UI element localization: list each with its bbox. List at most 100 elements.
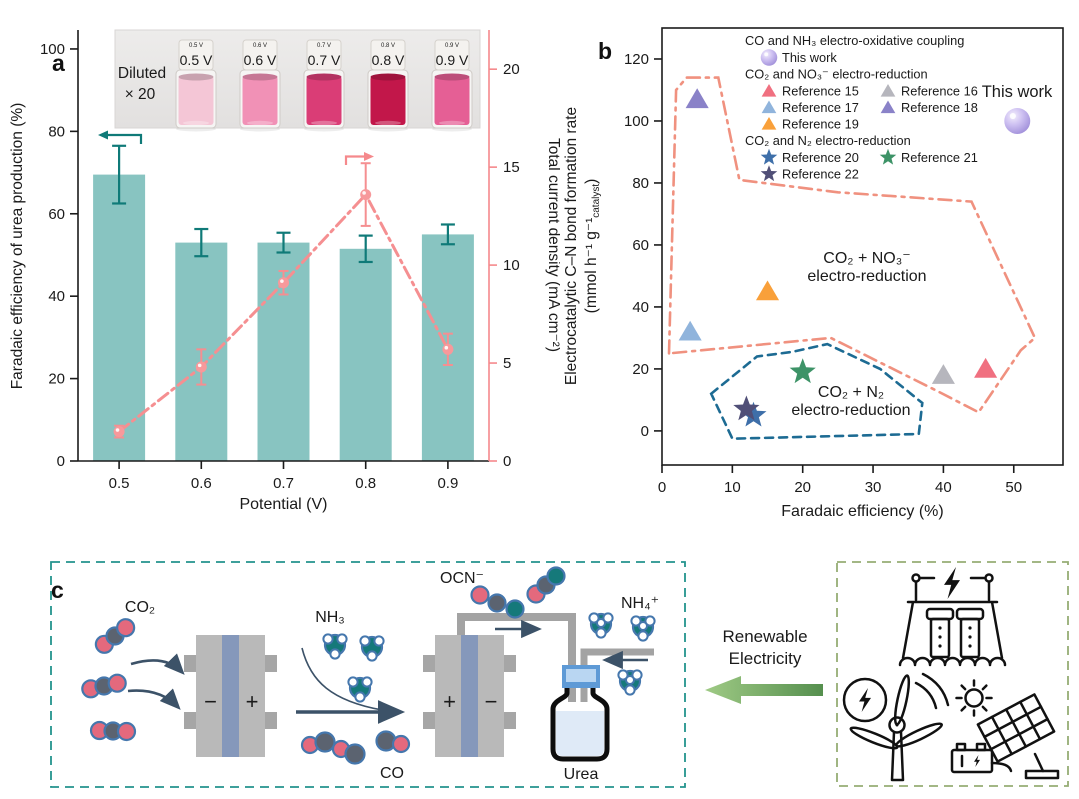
cell-membrane — [461, 635, 478, 757]
bar-0.5V — [93, 174, 146, 461]
legend-heading: CO₂ and N₂ electro-reduction — [745, 133, 911, 148]
vial-cap-print: 0.9 V — [445, 43, 459, 49]
solar-panel-icon — [976, 693, 1060, 780]
left-tick-label: 40 — [48, 288, 65, 305]
renewable-box — [836, 561, 1069, 787]
atom — [391, 734, 411, 754]
vial-liquid — [434, 76, 470, 125]
right-axis-label: Total current density (mA cm⁻²) — [545, 138, 560, 352]
renewable-label-line2: Electricity — [729, 649, 802, 668]
current-density-point — [113, 426, 125, 438]
lightning-icon — [974, 755, 980, 767]
co2-label: CO₂ — [125, 599, 155, 616]
plot-frame — [661, 27, 1064, 466]
electrode-sign: + — [246, 689, 259, 714]
co2-no3-region-label-line2: electro-reduction — [807, 268, 926, 285]
nh3-molecule — [347, 676, 373, 703]
cell-membrane — [222, 635, 239, 757]
nh3-label: NH₃ — [315, 609, 345, 626]
legend-label: Reference 22 — [782, 167, 859, 182]
atom — [546, 566, 566, 586]
x-tick-label: 30 — [865, 479, 882, 496]
left-tick-label: 100 — [40, 41, 65, 58]
point-this-work — [1004, 107, 1031, 134]
lightning-icon — [859, 688, 871, 712]
legend-marker-this-work — [760, 49, 778, 66]
ocn-label: OCN⁻ — [440, 570, 484, 587]
panel-label-c: c — [51, 577, 64, 603]
left-tick-label: 20 — [48, 371, 65, 388]
legend-marker-reference-22 — [760, 165, 778, 182]
vial-0.6V: 0.6 V 0.6 V — [239, 39, 281, 132]
current-density-point — [195, 361, 207, 373]
y-axis-label-line1: Electrocatalytic C–N bond formation rate — [563, 107, 580, 385]
nh4-molecule — [630, 615, 656, 642]
panel-label-b: b — [598, 38, 613, 64]
vial-liquid — [242, 76, 278, 125]
point-reference-22 — [733, 395, 760, 421]
right-tick-label: 10 — [503, 257, 520, 274]
feed-arrow-1 — [130, 653, 185, 675]
left-axis-pointer-arrow — [107, 133, 143, 144]
x-tick-label: 0 — [658, 479, 666, 496]
x-axis-label: Potential (V) — [239, 496, 327, 513]
co2-molecule — [81, 673, 127, 699]
renewable-electricity-arrow — [705, 676, 823, 704]
panel-label-a: a — [52, 50, 65, 76]
feed-arrow-2 — [127, 688, 181, 710]
x-tick-label: 20 — [794, 479, 811, 496]
legend-label: Reference 20 — [782, 150, 859, 165]
inset-note-line2: × 20 — [125, 86, 156, 103]
vial-0.5V: 0.5 V 0.5 V — [175, 39, 217, 132]
legend-label: Reference 17 — [782, 100, 859, 115]
sun-icon — [955, 679, 993, 717]
vial-label: 0.6 V — [244, 52, 277, 68]
point-reference-17 — [678, 320, 702, 341]
legend-marker-reference-21 — [879, 148, 897, 165]
nh3-molecule — [359, 635, 385, 662]
vial-liquid — [178, 76, 214, 125]
left-tick-label: 0 — [57, 453, 65, 470]
legend-marker-reference-16 — [880, 84, 896, 97]
atom — [344, 743, 366, 765]
x-tick-label: 0.9 — [437, 475, 458, 492]
electrode-sign: + — [443, 689, 456, 714]
right-tick-label: 0 — [503, 453, 511, 470]
left-axis-label: Faradaic efficiency of urea production (… — [9, 103, 26, 390]
legend-marker-reference-18 — [880, 100, 896, 114]
hydroelectric-dam-icon — [898, 567, 1007, 667]
reaction-box — [50, 561, 686, 788]
point-reference-18 — [685, 88, 709, 109]
y-tick-label: 80 — [632, 175, 649, 192]
co-label: CO — [380, 765, 404, 782]
legend-label: Reference 18 — [901, 100, 978, 115]
co2-molecule — [89, 720, 137, 742]
current-density-point — [278, 277, 289, 289]
vial-cap — [370, 39, 406, 71]
arrow-left-icon — [98, 130, 108, 140]
co-molecule — [300, 731, 336, 755]
current-density-point — [360, 189, 372, 201]
vial-cap — [306, 39, 342, 71]
electrode-sign: − — [485, 689, 498, 714]
current-density-line — [117, 192, 450, 434]
co2-n2-region-label-line1: CO₂ + N₂ — [818, 384, 884, 401]
vial-cap — [434, 39, 470, 71]
vial-cap-print: 0.5 V — [189, 43, 203, 49]
co2-n2-region — [709, 342, 924, 441]
vial-cap — [178, 39, 214, 71]
electrolyzer-cell-1: − + — [184, 635, 277, 757]
y-tick-label: 0 — [641, 423, 649, 440]
this-work-annotation: This work — [982, 83, 1053, 101]
renewable-label-line1: Renewable — [722, 627, 807, 646]
x-tick-label: 0.6 — [191, 475, 212, 492]
inset-note-line1: Diluted — [118, 65, 166, 82]
electrode-sign: − — [204, 689, 217, 714]
atom — [487, 593, 507, 613]
y-tick-label: 40 — [632, 299, 649, 316]
atom — [107, 673, 127, 693]
x-tick-label: 0.5 — [109, 475, 130, 492]
arrow-right-icon — [364, 152, 374, 161]
